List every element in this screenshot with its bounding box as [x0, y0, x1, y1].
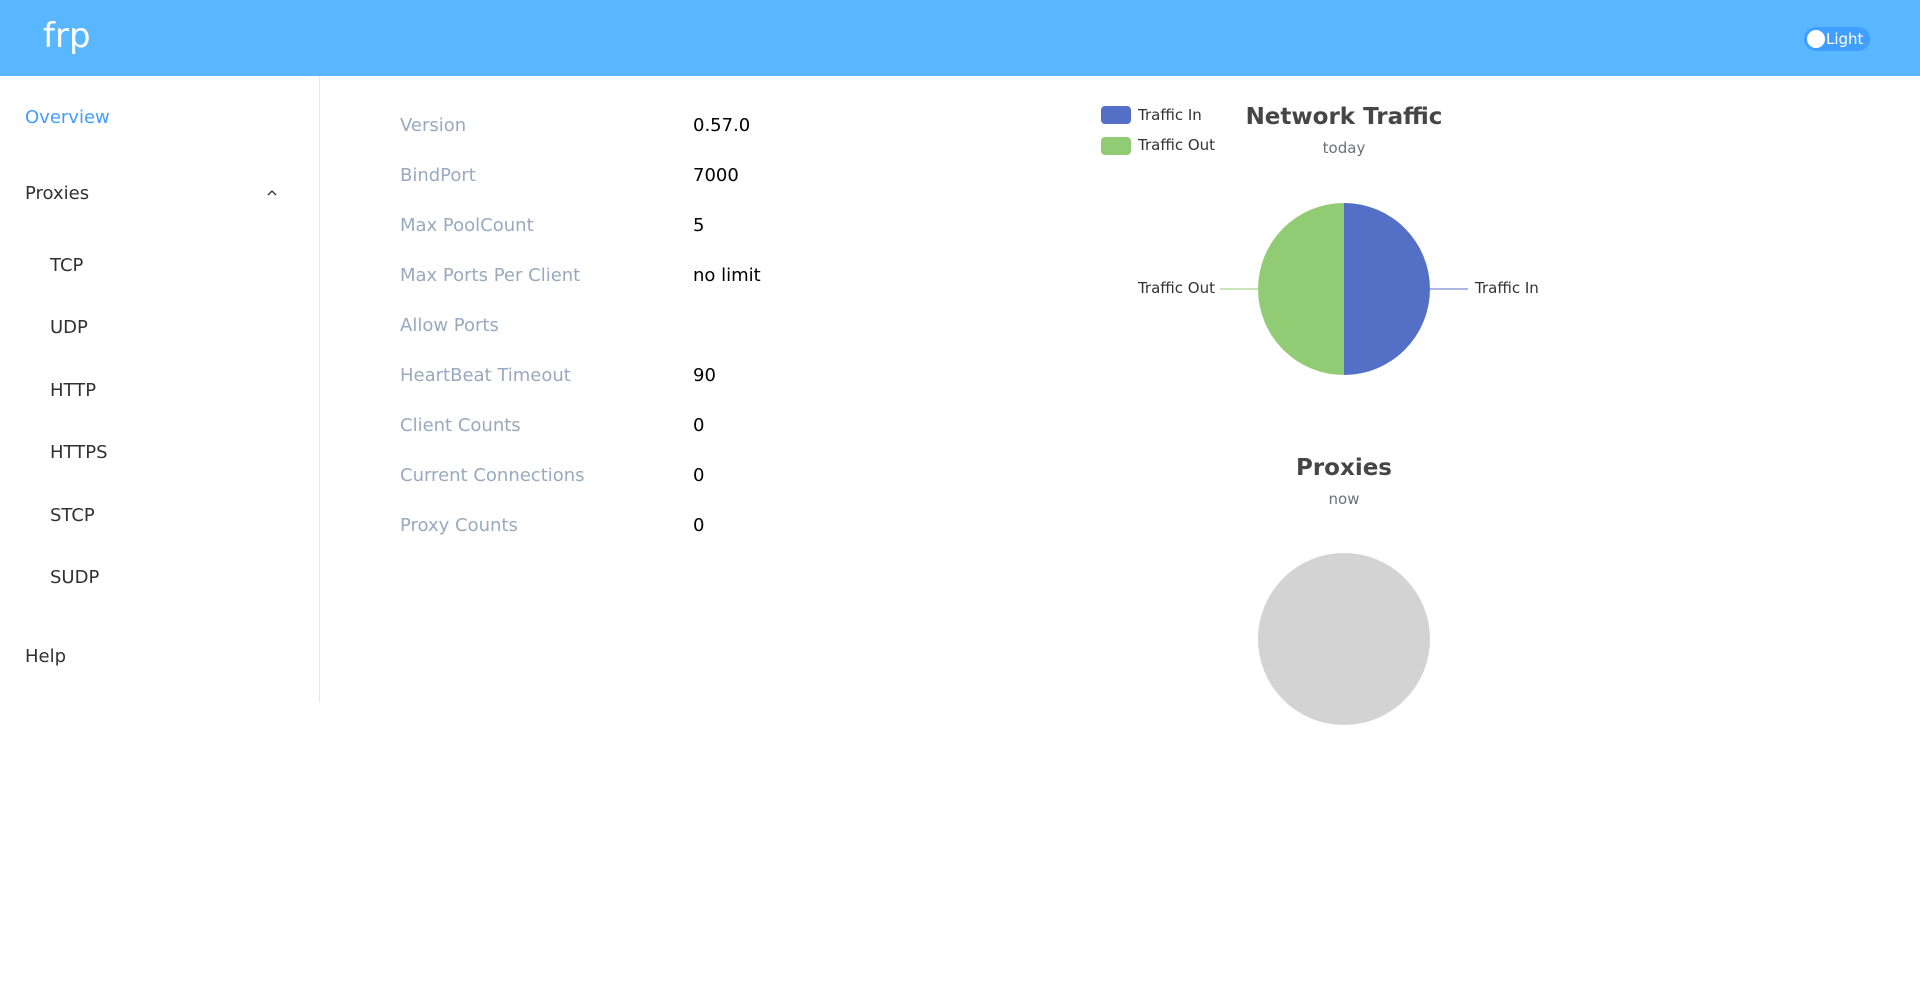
info-label: Current Connections	[400, 465, 585, 486]
charts-area: Traffic In Traffic Out Network Traffic t…	[1101, 104, 1539, 725]
info-label: Proxy Counts	[400, 515, 518, 536]
app-logo: frp	[43, 16, 91, 56]
info-label: BindPort	[400, 165, 476, 186]
info-value: 0	[693, 515, 705, 536]
legend-label[interactable]: Traffic Out	[1137, 136, 1215, 154]
sidebar-item-http[interactable]: HTTP	[50, 380, 97, 401]
sidebar-item-udp[interactable]: UDP	[50, 317, 88, 338]
pie-slice-traffic-in[interactable]	[1344, 203, 1430, 375]
chart-title: Proxies	[1296, 455, 1392, 481]
info-value: 0	[693, 465, 705, 486]
info-value: 0.57.0	[693, 115, 751, 136]
info-value: 7000	[693, 165, 739, 186]
info-label: Allow Ports	[400, 315, 499, 336]
proxies-chart: Proxies now	[1258, 455, 1430, 725]
legend-swatch-traffic-in[interactable]	[1101, 106, 1131, 124]
legend-label[interactable]: Traffic In	[1137, 106, 1202, 124]
info-label: HeartBeat Timeout	[400, 365, 571, 386]
theme-toggle-label: Light	[1826, 30, 1864, 48]
legend-swatch-traffic-out[interactable]	[1101, 137, 1131, 155]
empty-pie	[1258, 553, 1430, 725]
sidebar-item-proxies[interactable]: Proxies	[25, 183, 90, 204]
info-label: Max Ports Per Client	[400, 265, 581, 286]
chevron-up-icon[interactable]	[266, 187, 278, 199]
pie-label: Traffic In	[1474, 279, 1539, 297]
sidebar-item-sudp[interactable]: SUDP	[50, 567, 100, 588]
info-value: 0	[693, 415, 705, 436]
info-value: 90	[693, 365, 716, 386]
toggle-knob	[1807, 30, 1825, 48]
info-label: Version	[400, 115, 467, 136]
pie-label: Traffic Out	[1137, 279, 1215, 297]
info-label: Max PoolCount	[400, 215, 534, 236]
top-header: frp Light	[0, 0, 1920, 76]
sidebar-item-help[interactable]: Help	[25, 646, 67, 667]
theme-toggle-switch[interactable]: Light	[1804, 27, 1870, 51]
pie-slice-traffic-out[interactable]	[1258, 203, 1344, 375]
sidebar-item-overview[interactable]: Overview	[25, 107, 110, 128]
chart-subtitle: today	[1323, 139, 1366, 157]
chart-subtitle: now	[1329, 490, 1360, 508]
network-traffic-chart: Traffic In Traffic Out Network Traffic t…	[1101, 104, 1539, 375]
sidebar-item-https[interactable]: HTTPS	[50, 442, 108, 463]
info-value: no limit	[693, 265, 761, 286]
sidebar-item-tcp[interactable]: TCP	[50, 255, 84, 276]
sidebar-nav: Overview Proxies TCP UDP HTTP HTTPS STCP…	[0, 76, 320, 702]
chart-title: Network Traffic	[1246, 104, 1443, 130]
sidebar-item-stcp[interactable]: STCP	[50, 505, 95, 526]
info-label: Client Counts	[400, 415, 521, 436]
info-value: 5	[693, 215, 705, 236]
